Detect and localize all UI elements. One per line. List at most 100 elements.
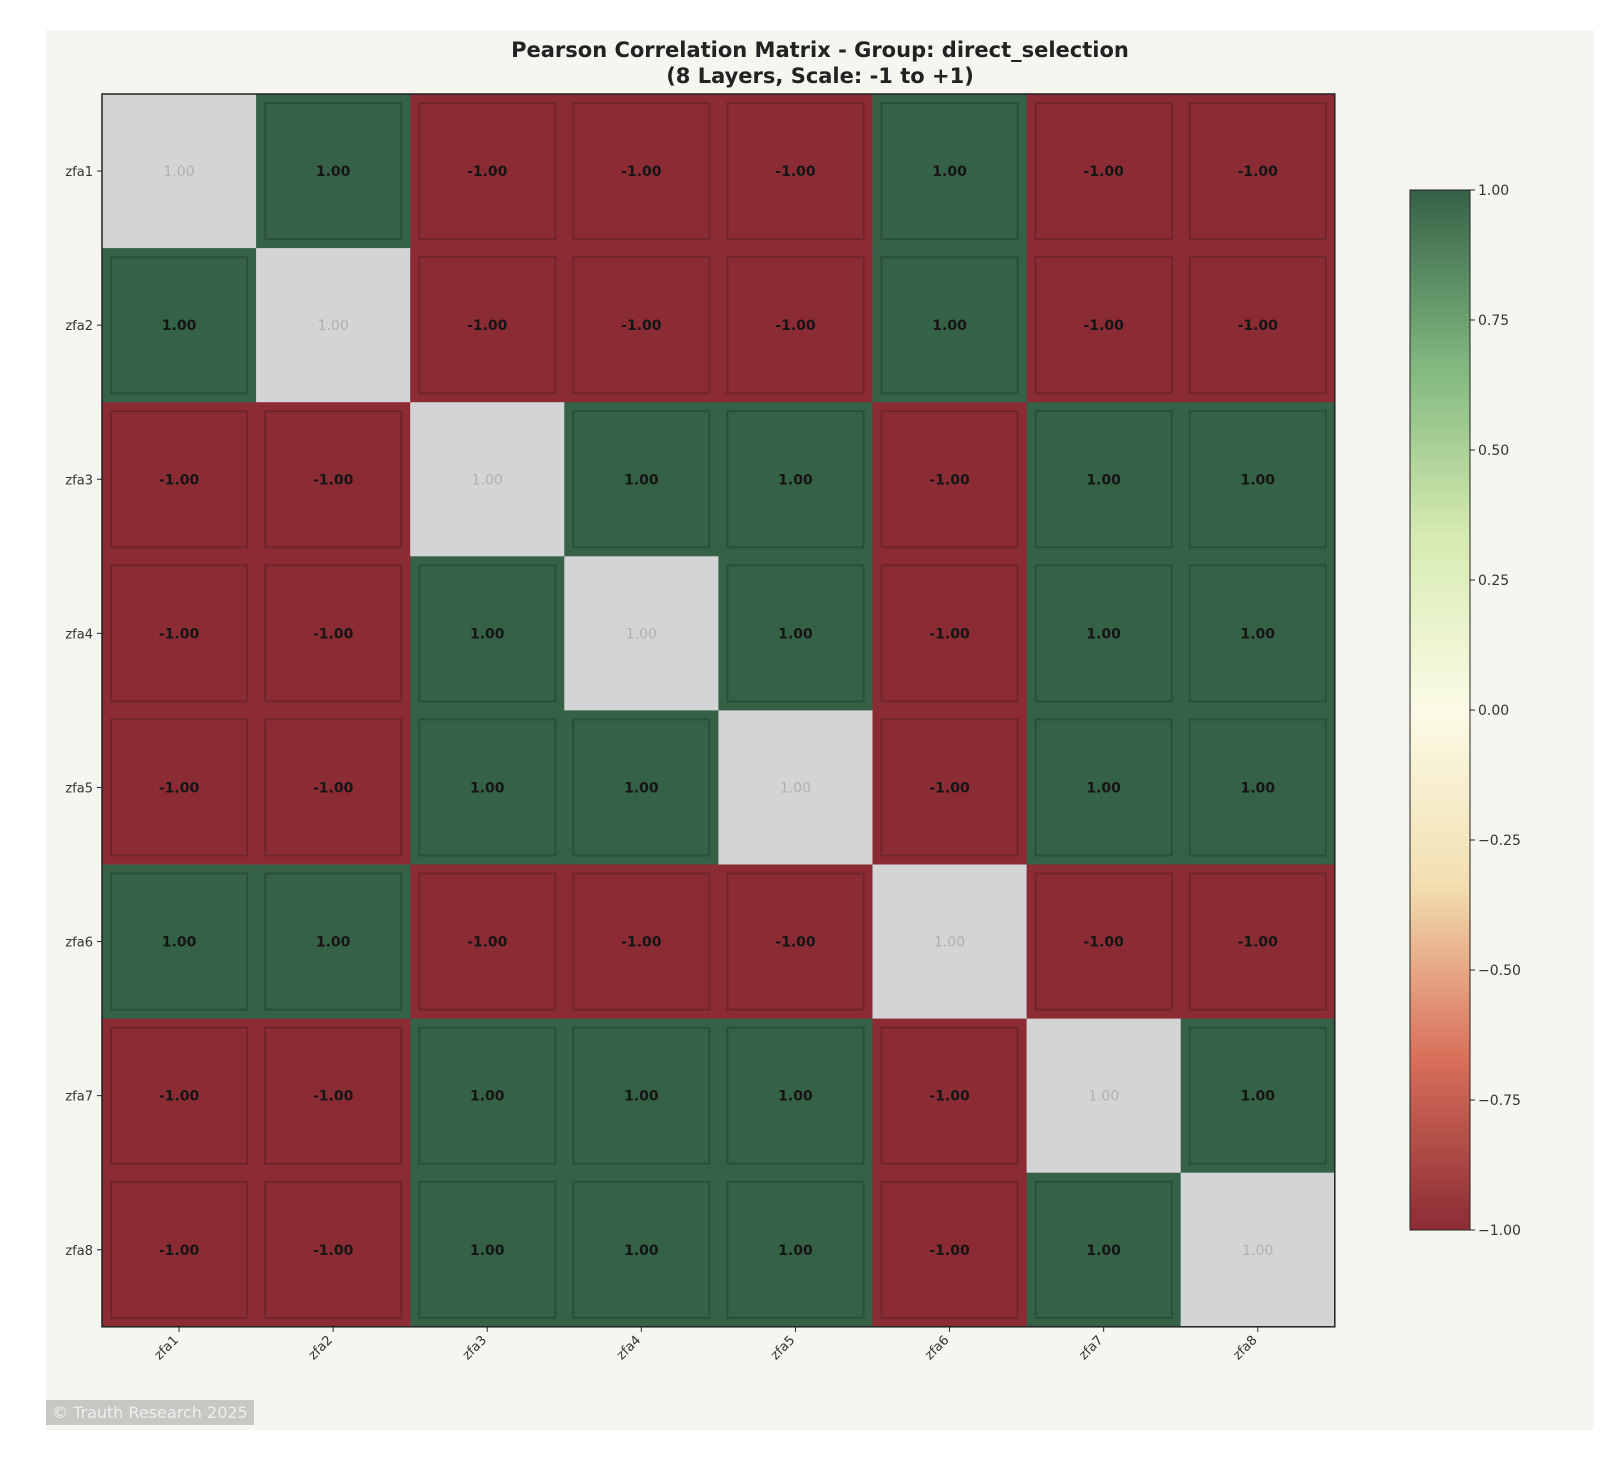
- heatmap-cell: [1180, 94, 1336, 249]
- heatmap-cell-label: 1.00: [1240, 626, 1275, 642]
- heatmap-cell-inner-border: [1188, 872, 1327, 1011]
- heatmap-cell-inner-border: [418, 872, 557, 1011]
- heatmap-cell-label: -1.00: [1083, 935, 1124, 951]
- heatmap-cell-label: 1.00: [162, 935, 197, 951]
- heatmap-cell-inner-border: [264, 564, 403, 703]
- heatmap-cell: [564, 1172, 719, 1328]
- heatmap-cell: [256, 402, 411, 557]
- colorbar-tick-label: 0.75: [1478, 313, 1509, 329]
- heatmap-cell-inner-border: [418, 1026, 557, 1165]
- heatmap-cell-inner-border: [110, 872, 249, 1011]
- heatmap-cell-label: 1.00: [316, 935, 351, 951]
- heatmap-cell: [1026, 1018, 1182, 1174]
- heatmap-cell-label: -1.00: [467, 318, 508, 334]
- heatmap-cell: [1180, 1172, 1336, 1328]
- chart-subtitle: (8 Layers, Scale: -1 to +1): [666, 64, 974, 88]
- heatmap-cell-inner-border: [110, 1026, 249, 1165]
- heatmap-cell-inner-border: [726, 564, 865, 703]
- heatmap-cell-inner-border: [572, 718, 711, 857]
- heatmap-cell: [718, 1018, 873, 1174]
- heatmap-cell-label: 1.00: [318, 318, 349, 334]
- heatmap-cell-inner-border: [880, 102, 1019, 241]
- heatmap-cell-label: -1.00: [929, 1243, 970, 1259]
- colorbar-tick-label: 0.00: [1478, 703, 1509, 719]
- heatmap-cell: [410, 1172, 565, 1328]
- heatmap-cell-label: -1.00: [1238, 164, 1279, 180]
- heatmap-cell-label: -1.00: [313, 1243, 354, 1259]
- heatmap-cell: [564, 94, 719, 249]
- heatmap-cell-label: 1.00: [1242, 1243, 1273, 1259]
- heatmap-cell-inner-border: [1034, 102, 1173, 241]
- y-tick-label: zfa4: [65, 627, 93, 642]
- heatmap-cell-inner-border: [1188, 1026, 1327, 1165]
- heatmap-cell-label: -1.00: [159, 472, 200, 488]
- heatmap-cell-inner-border: [418, 1180, 557, 1319]
- heatmap-cell: [1180, 402, 1336, 557]
- colorbar-tick-label: 1.00: [1478, 183, 1509, 199]
- heatmap-cell: [872, 1172, 1028, 1328]
- heatmap-cell-label: -1.00: [159, 1243, 200, 1259]
- heatmap-cell-inner-border: [572, 256, 711, 395]
- heatmap-cell-label: -1.00: [159, 626, 200, 642]
- heatmap-cell: [1180, 710, 1336, 865]
- x-tick-label: zfa7: [1076, 1333, 1106, 1363]
- heatmap-cell-label: -1.00: [929, 780, 970, 796]
- heatmap-cell-label: -1.00: [621, 164, 662, 180]
- heatmap-cell-label: 1.00: [470, 626, 505, 642]
- heatmap-cell: [256, 1018, 411, 1174]
- heatmap-cell: [256, 710, 411, 865]
- heatmap-cell-inner-border: [110, 410, 249, 549]
- heatmap-cell-label: -1.00: [159, 780, 200, 796]
- heatmap-cell: [102, 402, 257, 557]
- heatmap-cell-inner-border: [880, 1026, 1019, 1165]
- heatmap-cell-inner-border: [726, 1180, 865, 1319]
- heatmap-cell-inner-border: [880, 718, 1019, 857]
- heatmap-cell: [102, 556, 257, 711]
- heatmap-cell-label: -1.00: [621, 318, 662, 334]
- heatmap-cell-label: -1.00: [775, 935, 816, 951]
- y-tick-label: zfa2: [65, 319, 93, 334]
- heatmap-cell-label: -1.00: [929, 1089, 970, 1105]
- heatmap-cell-inner-border: [1188, 410, 1327, 549]
- heatmap-cell-inner-border: [880, 256, 1019, 395]
- heatmap-cell: [410, 94, 565, 249]
- heatmap-cell: [1180, 864, 1336, 1020]
- heatmap-cell-label: 1.00: [1086, 780, 1121, 796]
- heatmap-cell: [410, 402, 565, 557]
- heatmap-cell: [1180, 556, 1336, 711]
- heatmap-cell-label: 1.00: [470, 780, 505, 796]
- heatmap-cell-label: 1.00: [778, 1089, 813, 1105]
- heatmap-cell: [410, 248, 565, 403]
- heatmap-cell: [256, 1172, 411, 1328]
- watermark: © Trauth Research 2025: [46, 1400, 254, 1425]
- heatmap-cell: [410, 864, 565, 1020]
- heatmap-cell: [872, 94, 1028, 249]
- heatmap-cell-label: 1.00: [778, 626, 813, 642]
- colorbar-tick-label: 0.25: [1478, 573, 1509, 589]
- heatmap-cell-label: -1.00: [1083, 318, 1124, 334]
- heatmap-cell: [102, 864, 257, 1020]
- heatmap-cell: [1026, 710, 1182, 865]
- heatmap-cell: [410, 556, 565, 711]
- heatmap-cell-label: -1.00: [929, 626, 970, 642]
- heatmap-cell: [256, 556, 411, 711]
- heatmap-cell-inner-border: [572, 1026, 711, 1165]
- heatmap-cell: [872, 556, 1028, 711]
- heatmap-cell-label: 1.00: [1086, 626, 1121, 642]
- heatmap-cell: [718, 402, 873, 557]
- heatmap-cell-label: 1.00: [624, 780, 659, 796]
- heatmap-cell-inner-border: [726, 256, 865, 395]
- heatmap-cell: [872, 864, 1028, 1020]
- heatmap-cell: [1026, 1172, 1182, 1328]
- heatmap-cell-inner-border: [1034, 1180, 1173, 1319]
- heatmap-cell-label: -1.00: [159, 1089, 200, 1105]
- plot-frame: [101, 93, 1336, 1328]
- heatmap-cell-label: -1.00: [1083, 164, 1124, 180]
- heatmap-cell: [718, 248, 873, 403]
- heatmap-cell-inner-border: [1188, 256, 1327, 395]
- heatmap-cell-label: 1.00: [163, 164, 194, 180]
- heatmap-cell-inner-border: [418, 718, 557, 857]
- heatmap-cell-label: -1.00: [1238, 318, 1279, 334]
- heatmap-cell: [1026, 248, 1182, 403]
- heatmap-cell-inner-border: [572, 872, 711, 1011]
